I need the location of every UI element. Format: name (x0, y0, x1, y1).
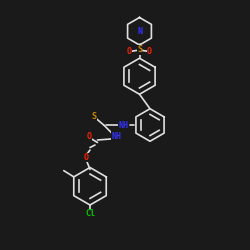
Text: S: S (137, 46, 142, 54)
Text: O: O (127, 47, 132, 56)
Text: NH: NH (111, 132, 121, 141)
Text: O: O (147, 47, 152, 56)
Text: O: O (86, 132, 91, 141)
Text: S: S (91, 112, 96, 121)
Text: N: N (137, 27, 142, 36)
Text: Cl: Cl (85, 209, 95, 218)
Text: O: O (84, 153, 89, 162)
Text: NH: NH (119, 120, 129, 130)
